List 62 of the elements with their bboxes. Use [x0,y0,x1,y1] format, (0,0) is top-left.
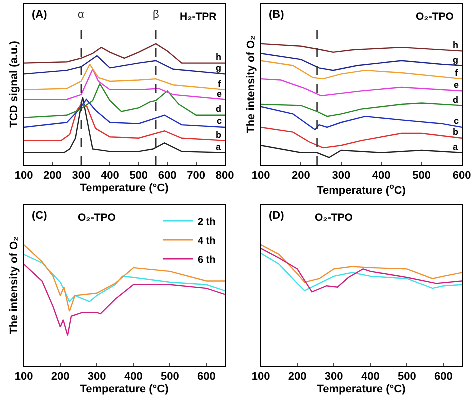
series-label: b [453,127,459,137]
series-label: a [216,142,222,152]
x-tick-label: 300 [72,170,91,182]
x-tick-label: 500 [161,371,180,384]
x-tick-label: 600 [434,371,453,384]
text: (B) [269,9,285,21]
x-tick-label: 800 [216,170,234,182]
series-label: e [454,80,460,90]
x-axis-title: Temperature (°C) [80,182,170,194]
series-label: g [216,63,222,73]
series-label: c [217,116,222,126]
series-label: h [216,52,222,62]
x-tick-label: 200 [44,170,62,182]
y-axis-title: TCD signal (a.u.) [8,40,21,128]
text: (C) [32,210,48,222]
legend-label: 2 th [198,217,216,228]
x-axis-title: Temperature (°C) [80,383,170,396]
series-label: b [216,130,222,140]
series-label: f [455,68,459,78]
text: O₂-TPO [315,212,353,224]
x-tick-label: 300 [332,170,351,182]
series-label: f [218,79,222,89]
legend-label: 4 th [198,236,216,248]
series-label: e [217,89,222,99]
ref-line-label: β [153,9,160,21]
series-label: d [216,104,222,114]
x-tick-label: 500 [412,170,431,182]
x-tick-label: 600 [158,170,177,182]
y-axis-title: The intensity of O₂ [8,236,21,334]
x-tick-label: 500 [398,371,416,384]
x-axis-title: Temperature (°C) [317,383,406,396]
text: H₂-TPR [180,11,218,23]
text: O₂-TPO [78,212,116,224]
x-tick-label: 300 [88,371,106,384]
x-tick-label: 200 [288,371,307,384]
x-tick-label: 300 [324,371,344,384]
text: (A) [32,9,48,21]
x-tick-label: 100 [14,371,34,384]
x-tick-label: 400 [361,371,380,384]
series-label: g [453,55,458,65]
ref-line-label: α [78,9,85,21]
x-tick-label: 100 [252,170,270,182]
series-label: d [453,95,458,105]
x-tick-label: 400 [372,170,391,182]
x-tick-label: 600 [452,170,472,182]
x-tick-label: 500 [130,170,148,182]
x-tick-label: 600 [198,371,216,384]
series-label: h [453,40,458,50]
x-tick-label: 100 [14,170,34,182]
x-tick-label: 400 [124,371,143,384]
text: O₂-TPO [416,11,454,23]
series-label: a [453,142,459,152]
text: (D) [269,210,285,222]
x-tick-label: 200 [292,170,310,182]
y-axis-title: The intensity of O₂ [246,36,258,134]
x-tick-label: 100 [252,371,270,384]
legend-label: 6 th [198,255,216,266]
series-label: c [454,116,460,126]
x-tick-label: 200 [51,371,70,384]
x-axis-title: Temperature ($^{o}$C) [317,182,406,197]
x-tick-label: 700 [187,170,206,182]
x-tick-label: 400 [100,170,120,182]
